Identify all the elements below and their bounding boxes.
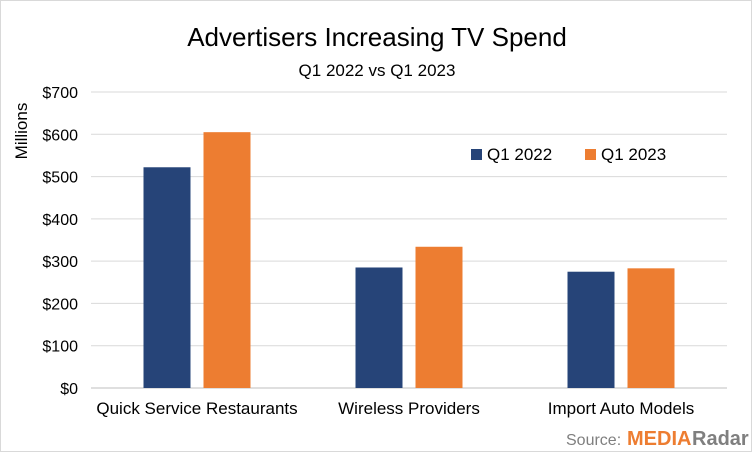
y-axis-label: Millions	[12, 103, 31, 160]
legend-label: Q1 2022	[487, 145, 552, 164]
y-tick-label: $400	[42, 212, 78, 229]
bar-q1-2023-1	[415, 246, 463, 388]
legend: Q1 2022 Q1 2023	[471, 145, 666, 164]
y-axis-ticks: $0 $100 $200 $300 $400 $500 $600 $700	[42, 85, 78, 398]
mediaradar-logo-part1: MEDIA	[627, 428, 691, 450]
gridlines	[91, 91, 727, 389]
y-tick-label: $100	[42, 339, 78, 356]
bar-q1-2022-1	[355, 267, 403, 388]
y-tick-label: $0	[60, 381, 78, 398]
category-label: Quick Service Restaurants	[96, 399, 297, 418]
legend-swatch	[471, 149, 482, 160]
source-note: Source: MEDIA Radar	[566, 428, 749, 450]
category-label: Wireless Providers	[338, 399, 480, 418]
category-label: Import Auto Models	[548, 399, 694, 418]
chart-subtitle: Q1 2022 vs Q1 2023	[299, 61, 456, 80]
y-tick-label: $600	[42, 127, 78, 144]
legend-swatch	[585, 149, 596, 160]
legend-label: Q1 2023	[601, 145, 666, 164]
bar-q1-2023-2	[627, 268, 675, 388]
bar-q1-2022-2	[567, 271, 615, 388]
y-tick-label: $300	[42, 254, 78, 271]
y-tick-label: $200	[42, 296, 78, 313]
bars	[143, 132, 675, 388]
chart-title: Advertisers Increasing TV Spend	[187, 22, 567, 52]
x-axis-categories: Quick Service Restaurants Wireless Provid…	[96, 399, 694, 418]
bar-q1-2022-0	[143, 167, 191, 388]
source-label: Source:	[566, 432, 621, 449]
y-tick-label: $500	[42, 170, 78, 187]
y-tick-label: $700	[42, 85, 78, 102]
bar-q1-2023-0	[203, 132, 251, 388]
mediaradar-logo-part2: Radar	[692, 428, 749, 450]
